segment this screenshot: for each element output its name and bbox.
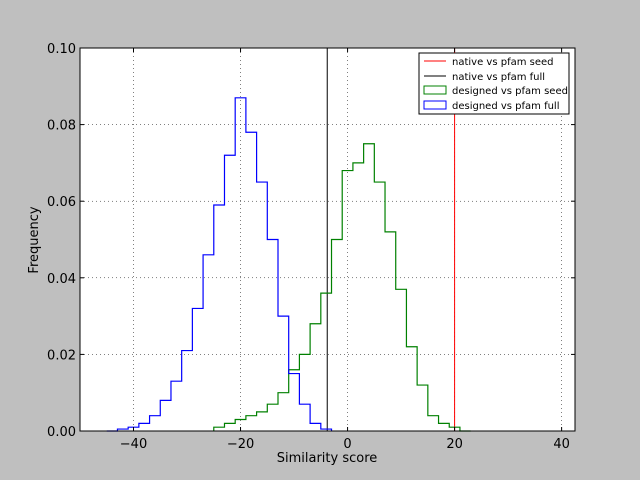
y-axis-label: Frequency — [27, 206, 42, 273]
histogram-series — [106, 97, 471, 432]
legend-label-native-full: native vs pfam full — [452, 72, 545, 83]
legend-label-designed-seed: designed vs pfam seed — [452, 86, 568, 97]
axis-ticks — [80, 47, 575, 432]
y-tick-label: 0.10 — [47, 42, 76, 57]
x-tick-label: 20 — [446, 437, 463, 452]
y-tick-labels: 0.00 0.02 0.04 0.06 0.08 0.10 — [47, 42, 76, 440]
y-tick-label: 0.04 — [47, 272, 76, 287]
legend-label-designed-full: designed vs pfam full — [452, 101, 560, 112]
series-step-line — [213, 143, 471, 432]
y-tick-label: 0.00 — [47, 425, 76, 440]
legend-swatch-designed-full — [423, 100, 447, 110]
x-tick-label: −20 — [227, 437, 254, 452]
x-tick-label: 40 — [553, 437, 570, 452]
legend-label-native-seed: native vs pfam seed — [452, 57, 554, 68]
x-tick-label: 0 — [343, 437, 351, 452]
legend-swatch-designed-seed — [423, 85, 447, 95]
legend: native vs pfam seed native vs pfam full … — [418, 52, 570, 115]
series-step-line — [106, 97, 333, 432]
plot-frame — [79, 47, 576, 432]
x-tick-label: −40 — [120, 437, 147, 452]
x-tick-labels: −40 −20 0 20 40 — [120, 437, 570, 452]
y-tick-label: 0.08 — [47, 119, 76, 134]
x-axis-label: Similarity score — [277, 451, 378, 466]
y-tick-label: 0.02 — [47, 348, 76, 363]
y-tick-label: 0.06 — [47, 195, 76, 210]
